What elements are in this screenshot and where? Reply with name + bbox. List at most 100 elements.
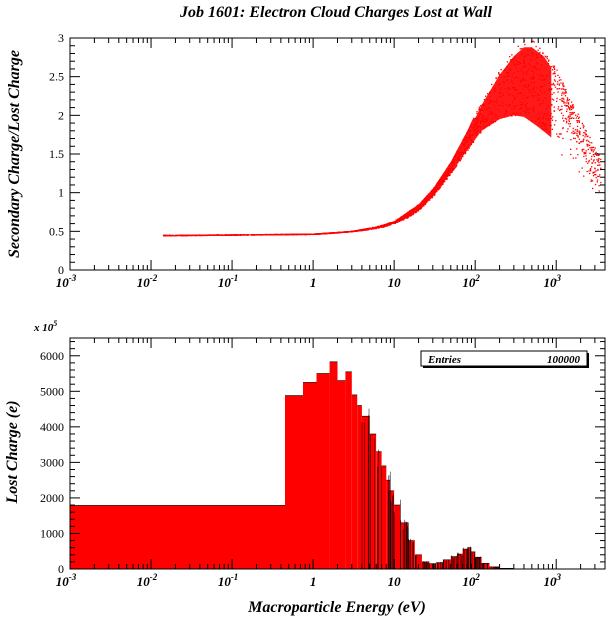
scatter-point — [553, 92, 555, 94]
scatter-point — [480, 105, 482, 107]
scatter-point — [546, 57, 548, 60]
scatter-point — [598, 175, 600, 178]
scatter-point — [563, 88, 565, 90]
scatter-point — [567, 116, 569, 119]
scatter-point — [573, 137, 575, 139]
scatter-point — [595, 151, 597, 154]
stats-box: Entries 100000 — [420, 350, 589, 368]
scatter-point — [587, 140, 590, 142]
x-tick-label: 1 — [310, 275, 317, 290]
scatter-point — [578, 116, 580, 118]
scatter-point — [566, 120, 568, 122]
scatter-point — [416, 211, 418, 213]
scatter-point — [566, 105, 569, 107]
scatter-point — [594, 147, 596, 149]
scatter-point — [480, 131, 482, 133]
scatter-point — [561, 100, 563, 102]
scatter-point — [598, 154, 600, 156]
scatter-point — [564, 104, 566, 106]
scatter-point — [576, 130, 578, 133]
scatter-point — [558, 133, 561, 135]
scatter-point — [352, 230, 354, 233]
scatter-point — [455, 165, 457, 167]
scatter-point — [557, 88, 559, 90]
scatter-point — [585, 150, 587, 152]
scatter-point — [441, 183, 444, 185]
y-tick-label: 0 — [58, 562, 64, 576]
scatter-point — [420, 207, 422, 209]
scatter-point — [577, 135, 579, 137]
scatter-point — [589, 168, 592, 171]
scatter-point — [318, 233, 320, 235]
scatter-point — [596, 154, 598, 156]
scatter-point — [592, 172, 594, 174]
scatter-point — [562, 127, 564, 129]
scatter-point — [589, 147, 591, 149]
scatter-point — [574, 131, 576, 133]
scatter-point — [598, 185, 600, 187]
y-tick-label: 3000 — [40, 455, 64, 469]
x-tick-label: 10-1 — [218, 273, 239, 290]
scatter-point — [592, 151, 594, 153]
scatter-point — [585, 133, 587, 135]
scatter-point — [539, 51, 541, 54]
scatter-point — [567, 99, 569, 102]
scatter-density-band — [167, 47, 552, 236]
scatter-point — [596, 181, 598, 183]
scatter-point — [470, 143, 473, 146]
scatter-point — [569, 118, 571, 120]
scatter-point — [561, 99, 563, 101]
scatter-point — [552, 84, 554, 86]
x-tick-label: 102 — [462, 273, 480, 290]
y-tick-label: 1 — [58, 186, 64, 200]
scatter-point — [592, 187, 594, 190]
scatter-point — [583, 138, 585, 141]
scatter-point — [588, 170, 590, 172]
scatter-point — [582, 134, 584, 137]
scatter-point — [570, 117, 572, 119]
scatter-point — [460, 158, 462, 160]
histogram-bar — [351, 394, 358, 569]
scatter-point — [591, 142, 593, 144]
scatter-point — [590, 180, 592, 182]
scatter-point — [599, 174, 601, 176]
scatter-point — [569, 125, 571, 127]
scatter-point — [593, 159, 595, 161]
histogram-bar — [381, 465, 387, 569]
scatter-point — [561, 105, 563, 107]
scatter-point — [519, 48, 521, 50]
scatter-point — [590, 158, 593, 160]
scatter-point — [572, 104, 574, 106]
scatter-point — [571, 106, 573, 108]
histogram-bar — [361, 416, 370, 569]
stats-entries-label: Entries — [427, 354, 461, 366]
scatter-point — [572, 130, 574, 132]
scatter-point — [561, 92, 563, 94]
scatter-point — [312, 233, 315, 236]
scatter-point — [545, 56, 547, 58]
scatter-point — [572, 127, 574, 129]
scatter-point — [417, 210, 420, 212]
scatter-point — [266, 234, 268, 236]
scatter-point — [581, 167, 583, 169]
scatter-point — [556, 81, 559, 83]
scatter-point — [544, 55, 546, 57]
scatter-point — [558, 83, 560, 85]
scatter-point — [588, 161, 590, 163]
scatter-point — [591, 146, 593, 149]
scatter-point — [429, 199, 431, 201]
scatter-point — [347, 231, 349, 233]
scatter-point — [585, 155, 587, 157]
scatter-point — [573, 106, 575, 108]
scatter-point — [584, 129, 586, 132]
histogram-bar — [345, 371, 352, 569]
scatter-point — [574, 129, 577, 131]
scatter-point — [537, 49, 539, 51]
scatter-point — [568, 119, 570, 121]
scatter-point — [555, 120, 557, 122]
scatter-point — [421, 206, 423, 208]
scatter-point — [370, 228, 373, 230]
scatter-point — [578, 121, 580, 123]
scatter-point — [412, 213, 414, 216]
